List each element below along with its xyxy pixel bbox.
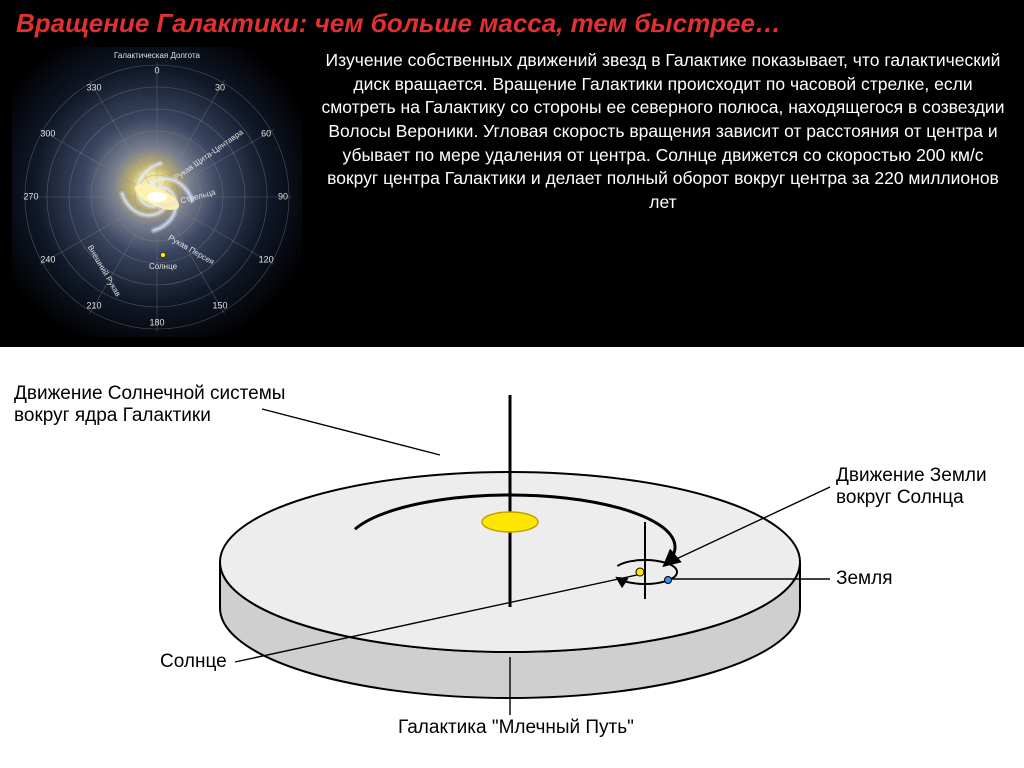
galaxy-rotation-diagram: Движение Солнечной системывокруг ядра Га… [0,347,1024,767]
svg-text:330: 330 [86,82,101,92]
svg-text:Внешний Рукав: Внешний Рукав [86,243,123,298]
svg-text:90: 90 [278,191,288,201]
svg-text:60: 60 [261,128,271,138]
svg-text:300: 300 [40,128,55,138]
svg-text:30: 30 [215,82,225,92]
page-title: Вращение Галактики: чем больше масса, те… [16,8,1008,39]
svg-text:180: 180 [149,317,164,327]
svg-text:120: 120 [259,254,274,264]
svg-text:150: 150 [212,300,227,310]
svg-text:270: 270 [23,191,38,201]
diagram-label-earth: Земля [836,568,892,590]
svg-text:210: 210 [86,300,101,310]
diagram-label-sun: Солнце [160,651,227,673]
svg-text:Галактическая Долгота: Галактическая Долгота [114,51,201,60]
diagram-label-solar_motion: Движение Солнечной системывокруг ядра Га… [14,383,285,427]
main-paragraph: Изучение собственных движений звезд в Га… [302,47,1012,337]
diagram-label-earth_motion: Движение Земливокруг Солнца [836,465,987,509]
svg-text:240: 240 [40,254,55,264]
svg-text:0: 0 [154,65,159,75]
svg-text:Солнце: Солнце [149,262,178,271]
galaxy-map: 0 30 60 90 120 150 180 210 240 270 300 330 Галактиче… [12,47,302,337]
diagram-label-galaxy: Галактика "Млечный Путь" [398,717,634,739]
